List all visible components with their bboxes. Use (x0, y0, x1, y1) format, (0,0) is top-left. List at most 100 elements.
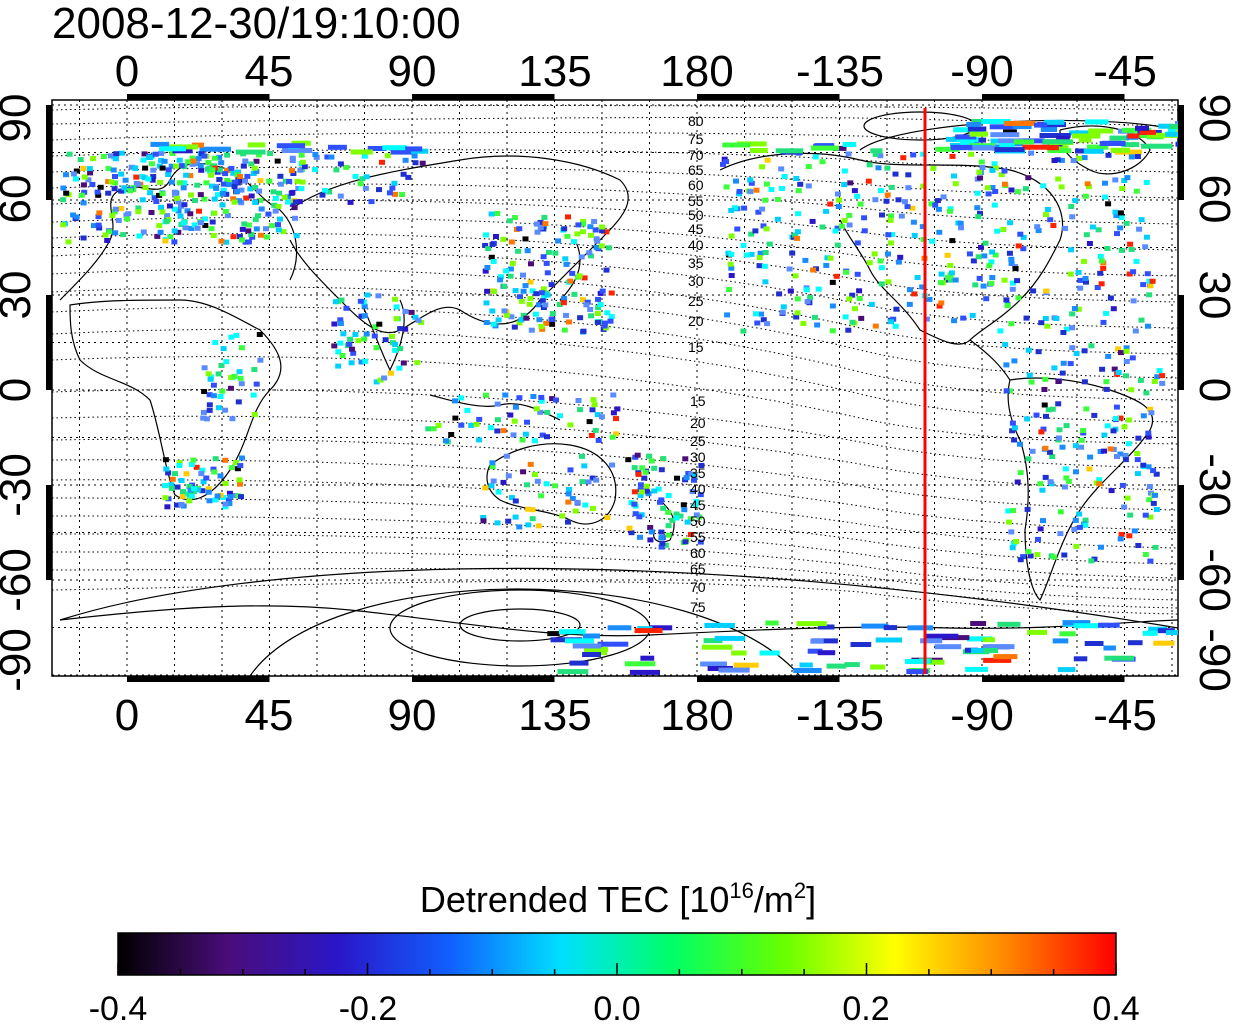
tec-observation-pixel (516, 395, 523, 401)
tec-observation-pixel (743, 252, 750, 258)
tec-observation-pixel (857, 201, 864, 207)
tec-observation-pixel (583, 302, 590, 308)
tec-observation-pixel (1040, 518, 1046, 524)
tec-observation-pixel (282, 148, 313, 153)
tec-observation-pixel (222, 504, 229, 510)
tec-observation-pixel (1138, 317, 1145, 323)
tec-observation-pixel (199, 146, 231, 152)
lon-tick-top-m90: -90 (950, 47, 1014, 96)
tec-observation-pixel (63, 172, 69, 178)
tec-observation-pixel (372, 324, 379, 330)
tec-observation-pixel (1042, 445, 1049, 451)
tec-observation-pixel (1072, 517, 1079, 523)
tec-observation-pixel (482, 268, 489, 274)
tec-observation-pixel (741, 205, 748, 211)
tec-observation-pixel (1081, 348, 1088, 354)
tec-observation-pixel (489, 308, 496, 314)
tec-observation-pixel (174, 484, 181, 490)
tec-observation-pixel (1060, 360, 1067, 366)
tec-observation-pixel (1086, 466, 1093, 472)
tec-observation-pixel (511, 215, 518, 220)
tec-observation-pixel (759, 164, 766, 170)
tec-observation-pixel (1096, 481, 1103, 487)
tec-observation-pixel (141, 175, 148, 181)
tec-observation-pixel (971, 648, 984, 653)
tec-observation-pixel (978, 244, 984, 250)
tec-observation-pixel (229, 416, 236, 422)
tec-observation-pixel (868, 301, 875, 307)
tec-observation-pixel (483, 392, 489, 398)
tec-observation-pixel (975, 254, 982, 260)
tec-observation-pixel (998, 172, 1005, 178)
tec-observation-pixel (1098, 544, 1104, 550)
tec-observation-pixel (294, 178, 301, 184)
tec-observation-pixel (971, 119, 984, 124)
lon-tick-bottom-180: 180 (660, 691, 733, 740)
tec-observation-pixel (211, 210, 218, 216)
tec-observation-pixel (95, 192, 102, 198)
tec-observation-pixel (1127, 241, 1134, 247)
tec-observation-pixel (752, 228, 759, 234)
tec-observation-pixel (1034, 552, 1041, 558)
tec-observation-pixel (643, 488, 650, 494)
tec-observation-pixel (328, 144, 347, 150)
tec-observation-pixel (248, 161, 255, 167)
tec-observation-pixel (337, 317, 344, 323)
tec-observation-pixel (150, 167, 157, 173)
frame-bar-right (1178, 295, 1184, 390)
tec-observation-pixel (887, 217, 894, 223)
tec-observation-pixel (164, 504, 171, 510)
tec-observation-pixel (393, 304, 400, 310)
tec-observation-pixel (480, 518, 487, 524)
tec-observation-pixel (907, 625, 934, 631)
tec-observation-pixel (296, 199, 303, 205)
tec-observation-pixel (1102, 180, 1108, 186)
tec-observation-pixel (80, 182, 87, 188)
tec-observation-pixel (1011, 358, 1018, 364)
tec-observation-pixel (508, 495, 515, 501)
tec-observation-pixel (920, 151, 927, 157)
tec-observation-pixel (203, 416, 210, 422)
tec-observation-pixel (1039, 487, 1046, 493)
tec-observation-pixel (1118, 247, 1125, 253)
tec-observation-pixel (904, 659, 930, 664)
tec-observation-pixel (484, 288, 491, 294)
tec-observation-pixel (1146, 292, 1153, 298)
tec-observation-pixel (1012, 124, 1032, 130)
tec-observation-pixel (1006, 519, 1013, 525)
tec-observation-pixel (555, 238, 562, 244)
tec-observation-pixel (763, 226, 770, 232)
colorbar-title-main: Detrended TEC [10 (420, 879, 730, 920)
tec-observation-pixel (1075, 270, 1082, 275)
tec-observation-pixel (804, 299, 811, 305)
tec-observation-pixel (1051, 365, 1058, 371)
tec-observation-pixel (89, 182, 96, 187)
tec-observation-pixel (1083, 279, 1089, 285)
tec-observation-pixel (584, 647, 609, 652)
tec-observation-pixel (236, 198, 242, 204)
contour-label: 15 (688, 339, 704, 355)
tec-observation-pixel (536, 317, 543, 323)
tec-observation-pixel (159, 165, 166, 171)
tec-observation-pixel (408, 309, 415, 315)
tec-observation-pixel (1152, 544, 1159, 550)
tec-observation-pixel (539, 326, 546, 332)
tec-observation-pixel (993, 654, 1018, 660)
tec-observation-pixel (1084, 641, 1104, 646)
tec-observation-pixel (106, 229, 113, 235)
tec-observation-pixel (452, 415, 459, 421)
tec-observation-pixel (194, 161, 200, 167)
tec-observation-pixel (549, 396, 556, 402)
tec-observation-pixel (1009, 428, 1016, 434)
tec-observation-pixel (520, 469, 527, 475)
tec-observation-pixel (581, 275, 588, 281)
lat-tick-left-30: 30 (0, 271, 40, 320)
tec-observation-pixel (1037, 526, 1044, 532)
tec-observation-pixel (810, 267, 817, 273)
tec-observation-pixel (159, 146, 186, 152)
tec-observation-pixel (1080, 428, 1087, 433)
tec-observation-pixel (998, 138, 1023, 144)
tec-observation-pixel (95, 214, 102, 220)
tec-observation-pixel (1113, 213, 1120, 219)
tec-observation-pixel (1000, 227, 1007, 232)
